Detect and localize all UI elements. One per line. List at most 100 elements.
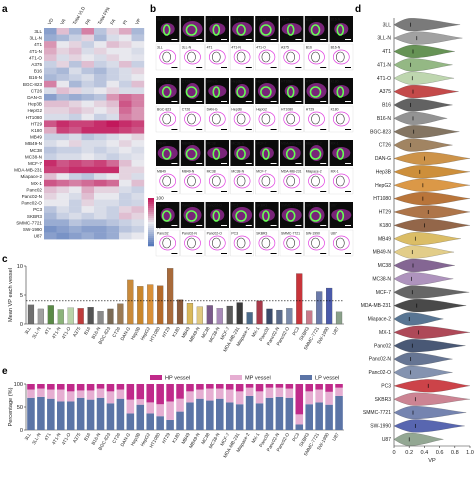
vessel-shape <box>286 86 295 98</box>
stacked-bar-segment <box>146 402 154 414</box>
heatmap-cell <box>94 47 107 55</box>
heatmap-cell <box>131 153 145 161</box>
outline-tile <box>279 167 304 195</box>
heatmap-cell <box>69 41 82 48</box>
violin <box>393 98 453 112</box>
violin <box>393 218 471 232</box>
scale-bar <box>196 163 203 164</box>
outline-tile <box>329 43 354 71</box>
outline-label: 3LL <box>157 46 163 50</box>
heatmap-cell <box>56 133 70 141</box>
stacked-bar-segment <box>106 384 115 392</box>
heatmap-cell <box>56 54 70 62</box>
heatmap-cell <box>69 206 82 213</box>
heatmap-cell <box>56 140 70 147</box>
image-label: SW-1990 <box>306 204 320 208</box>
heatmap-cell <box>119 193 132 200</box>
heatmap-row-label: HepG2 <box>27 108 42 113</box>
violin <box>393 125 460 139</box>
heatmap-cell <box>44 94 57 101</box>
outline-inner <box>187 237 196 249</box>
vessel-shape <box>162 24 171 36</box>
colorbar-segment <box>148 216 154 219</box>
vessel-shape <box>185 24 198 36</box>
heatmap-row-label: BGC-823 <box>23 82 43 87</box>
colorbar-segment <box>148 208 154 211</box>
heatmap-cell <box>56 34 70 42</box>
x-tick-label: HepG2 <box>139 432 151 447</box>
scale-bar <box>320 191 327 192</box>
outline-label: Hep3B <box>231 108 242 112</box>
stacked-bar-segment <box>66 391 75 402</box>
image-label: HT1080 <box>281 80 293 84</box>
heatmap-cell <box>94 113 107 121</box>
image-label: MB49-N <box>182 142 195 146</box>
image-label: U87 <box>331 204 337 208</box>
heatmap-row-label: 3LL-N <box>29 36 42 41</box>
violin <box>393 285 470 299</box>
bar <box>266 308 273 325</box>
legend-label: LP vessel <box>315 376 339 382</box>
outline-tile <box>230 43 254 71</box>
vessel-shape <box>185 86 198 98</box>
x-tick-label: B16-N <box>91 326 102 340</box>
x-tick-label: B16 <box>83 326 92 336</box>
violin-category-label: PC3 <box>381 383 391 389</box>
violin-category-label: HepG2 <box>375 183 391 189</box>
bar <box>306 310 313 325</box>
stain-blob <box>282 146 301 160</box>
outline-label: Panc02-O <box>207 232 223 236</box>
violin-category-label: SKBR3 <box>375 397 392 403</box>
x-tick-label: PC3 <box>291 326 300 337</box>
image-label: BGC-823 <box>157 80 171 84</box>
heatmap-cell <box>56 146 70 154</box>
heatmap-cell <box>81 74 95 81</box>
colorbar-segment <box>148 230 154 233</box>
outline-outer <box>233 49 251 65</box>
violin <box>393 258 455 272</box>
scale-bar <box>171 225 178 226</box>
heatmap-cell <box>44 120 57 128</box>
outline-outer <box>283 49 301 65</box>
heatmap-cell <box>119 28 132 35</box>
heatmap-cell <box>44 226 57 233</box>
bar <box>137 286 144 325</box>
outline-inner <box>311 51 320 63</box>
violin-category-label: MB49-N <box>373 250 392 256</box>
image-label: MDA-MB-231 <box>281 142 302 146</box>
violin <box>393 272 454 286</box>
violin <box>393 365 453 379</box>
heatmap-cell <box>94 212 107 220</box>
vessel-shape <box>336 24 345 36</box>
heatmap-cell <box>69 186 82 194</box>
violin-category-label: 4T1-N <box>377 62 391 68</box>
scale-bar <box>245 129 252 130</box>
heatmap-row-label: B16 <box>34 69 43 74</box>
outline-tile <box>329 167 354 195</box>
image-label: Panc02 <box>157 204 169 208</box>
image-label: 4T1-O <box>256 18 266 22</box>
x-tick-label: HT29 <box>161 326 171 339</box>
stacked-bar-segment <box>47 398 55 430</box>
vessel-shape <box>336 148 345 160</box>
heatmap-row-label: U87 <box>34 234 43 239</box>
stacked-bar-segment <box>116 398 125 430</box>
stacked-bar-segment <box>176 384 184 399</box>
scale-bar <box>345 39 351 40</box>
vessel-shape <box>286 24 295 36</box>
heatmap-cell <box>106 41 120 48</box>
heatmap-cell <box>81 61 95 68</box>
outline-outer <box>258 173 276 189</box>
outline-label: MCF-7 <box>256 170 266 174</box>
heatmap-cell <box>106 206 120 213</box>
colorbar-segment <box>148 238 154 241</box>
vessel-shape <box>161 148 172 160</box>
violin-category-label: HT1080 <box>373 196 391 202</box>
stacked-bar-segment <box>285 388 294 398</box>
violin <box>393 31 463 45</box>
x-tick-label: MB49 <box>180 326 191 339</box>
heatmap-cell <box>119 41 132 48</box>
heatmap-cell <box>56 61 70 68</box>
heatmap-cell <box>131 120 145 128</box>
heatmap-cell <box>94 173 107 180</box>
